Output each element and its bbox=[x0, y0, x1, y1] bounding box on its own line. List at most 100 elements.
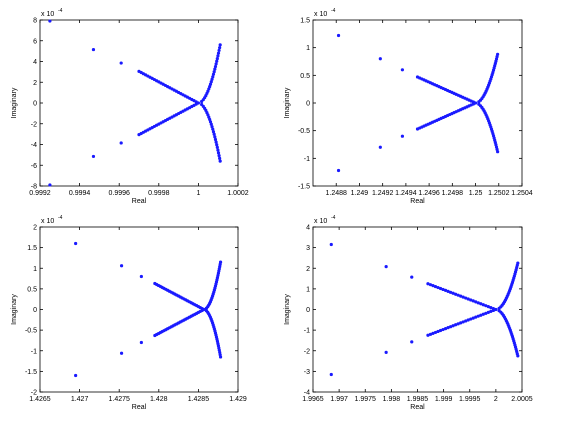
x-axis-label: Real bbox=[410, 404, 425, 411]
data-point bbox=[486, 305, 490, 309]
y-tick-label: 4 bbox=[33, 59, 37, 66]
data-point bbox=[486, 310, 490, 314]
y-tick-label: 1 bbox=[33, 266, 37, 273]
x-tick-label: 1.429 bbox=[229, 396, 247, 403]
x-tick-label: 1.2494 bbox=[395, 190, 417, 197]
y-tick-label: -1.5 bbox=[298, 184, 310, 191]
data-point bbox=[196, 101, 200, 105]
data-point bbox=[428, 332, 433, 336]
data-point bbox=[443, 326, 448, 331]
data-point bbox=[489, 309, 493, 314]
data-point bbox=[461, 295, 465, 299]
data-point bbox=[489, 305, 493, 310]
data-point bbox=[436, 329, 440, 334]
data-point bbox=[91, 154, 96, 159]
y-multiplier: x 10 bbox=[314, 11, 327, 18]
data-point bbox=[218, 355, 223, 359]
data-point bbox=[209, 122, 213, 126]
data-point bbox=[139, 340, 143, 345]
data-point bbox=[215, 143, 219, 147]
data-point bbox=[431, 331, 435, 335]
data-point bbox=[384, 265, 388, 269]
data-point bbox=[91, 47, 96, 52]
y-tick-label: -1 bbox=[31, 348, 37, 355]
y-tick-label: -1 bbox=[304, 156, 310, 163]
x-tick-label: 2 bbox=[494, 396, 498, 403]
data-point bbox=[474, 315, 478, 319]
y-tick-label: 1.5 bbox=[27, 245, 37, 252]
y-tick-label: 8 bbox=[33, 18, 37, 25]
data-point bbox=[216, 151, 221, 155]
x-tick-label: 0.9992 bbox=[29, 190, 51, 197]
subplot-1: 0.9992 0.9994 0.9996 0.9998 1 1.0002 -8 -6 -4 -2 0… bbox=[11, 8, 249, 205]
y-tick-label: -6 bbox=[31, 163, 37, 170]
data-point bbox=[459, 321, 463, 325]
x-tick-label: 1.4265 bbox=[29, 396, 51, 403]
y-tick-label: 1.5 bbox=[300, 18, 310, 25]
data-point bbox=[446, 326, 450, 330]
x-tick-label: 1.9985 bbox=[407, 396, 429, 403]
plot-frame bbox=[312, 19, 523, 187]
data-point bbox=[451, 291, 455, 295]
y-tick-label: 1 bbox=[306, 45, 310, 52]
data-point bbox=[441, 327, 445, 332]
y-tick-label: -8 bbox=[31, 184, 37, 191]
y-tick-label: -4 bbox=[31, 142, 37, 149]
y-tick-label: -4 bbox=[304, 390, 310, 397]
data-point bbox=[213, 64, 218, 69]
data-point bbox=[216, 148, 220, 152]
data-point bbox=[400, 68, 405, 72]
data-point bbox=[454, 323, 458, 327]
data-point bbox=[212, 70, 216, 74]
data-point bbox=[433, 284, 438, 289]
data-point bbox=[378, 145, 382, 149]
data-point bbox=[426, 282, 430, 286]
data-point bbox=[336, 168, 341, 173]
data-point bbox=[211, 127, 215, 131]
data-point bbox=[218, 156, 222, 160]
x-tick-label: 1.428 bbox=[150, 396, 168, 403]
x-tick-label: 1.2492 bbox=[372, 190, 394, 197]
data-point bbox=[466, 297, 470, 301]
data-point bbox=[48, 19, 52, 23]
y-axis-label: Imaginary bbox=[284, 294, 291, 325]
y-exponent: -4 bbox=[331, 8, 336, 14]
data-point bbox=[211, 72, 216, 76]
data-point bbox=[210, 77, 214, 81]
data-point bbox=[484, 304, 488, 308]
data-point bbox=[438, 328, 443, 333]
data-point bbox=[476, 314, 480, 318]
data-point bbox=[461, 320, 465, 324]
x-tick-label: 0.9996 bbox=[108, 190, 130, 197]
y-tick-label: 2 bbox=[33, 80, 37, 87]
data-point bbox=[212, 132, 216, 136]
y-tick-label: -1 bbox=[304, 328, 310, 335]
data-point bbox=[516, 354, 520, 358]
data-point bbox=[210, 125, 214, 129]
data-point bbox=[216, 54, 220, 58]
data-point bbox=[454, 292, 458, 296]
data-point bbox=[119, 264, 124, 268]
data-point bbox=[484, 311, 488, 315]
data-point bbox=[443, 288, 448, 293]
x-tick-label: 1.997 bbox=[330, 396, 348, 403]
data-point bbox=[119, 61, 123, 65]
y-exponent: -4 bbox=[331, 215, 336, 221]
x-tick-label: 1.999 bbox=[435, 396, 453, 403]
y-exponent: -4 bbox=[58, 8, 63, 14]
data-point bbox=[448, 290, 453, 294]
data-point bbox=[74, 241, 78, 246]
plot-frame bbox=[39, 19, 239, 187]
data-point bbox=[211, 75, 215, 79]
x-tick-label: 1.9975 bbox=[355, 396, 377, 403]
data-point bbox=[213, 135, 217, 139]
y-tick-label: -2 bbox=[304, 348, 310, 355]
data-point bbox=[476, 301, 480, 305]
y-tick-label: 4 bbox=[306, 225, 310, 232]
x-tick-label: 1.4275 bbox=[108, 396, 130, 403]
y-tick-label: -2 bbox=[31, 121, 37, 128]
data-point bbox=[209, 80, 213, 84]
plot-frame bbox=[312, 226, 523, 393]
data-point bbox=[494, 307, 498, 312]
y-tick-label: 0 bbox=[33, 307, 37, 314]
